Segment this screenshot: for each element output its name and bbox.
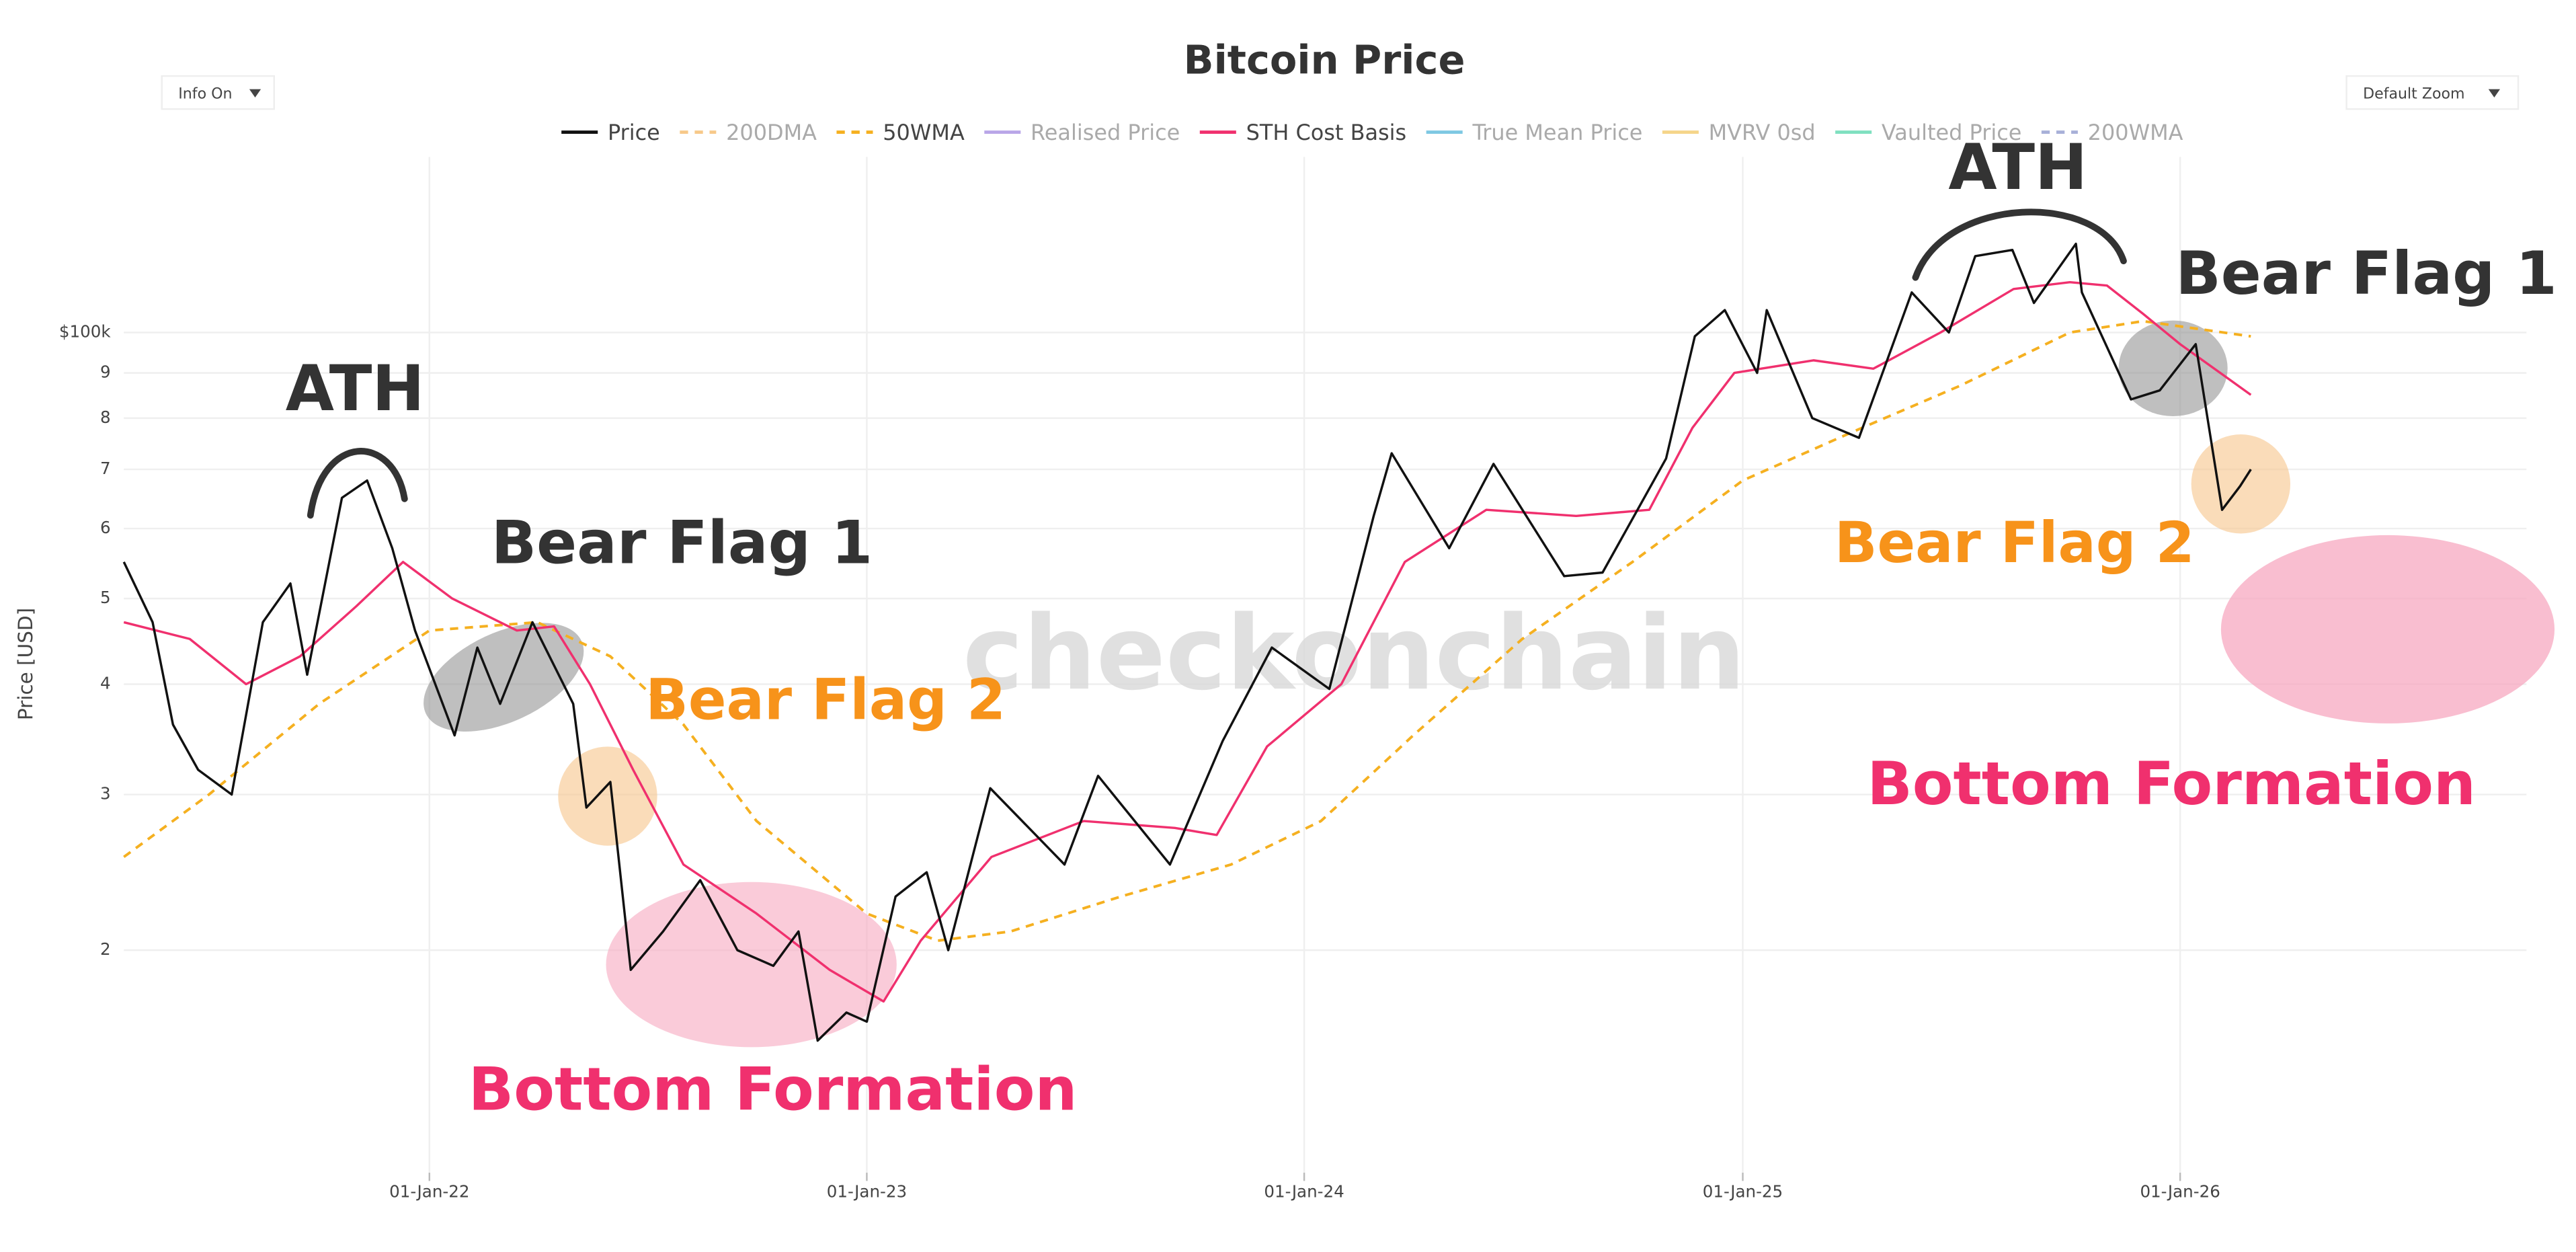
y-tick-label: 9	[100, 362, 111, 382]
legend-item[interactable]: 200WMA	[2041, 120, 2183, 145]
x-tick-label: 01-Jan-24	[1264, 1182, 1344, 1202]
highlight-shapes	[307, 208, 2555, 1048]
y-tick-label: 6	[100, 518, 111, 537]
annotation: ATH	[1948, 131, 2087, 204]
annotation: Bottom Formation	[469, 1055, 1078, 1124]
y-tick-label: $100k	[59, 321, 111, 341]
series-line	[123, 319, 2251, 942]
legend-label: 200WMA	[2088, 120, 2183, 145]
legend-label: 50WMA	[883, 120, 965, 145]
legend-item[interactable]: 50WMA	[836, 120, 965, 145]
legend-item[interactable]: STH Cost Basis	[1199, 120, 1407, 145]
legend-item[interactable]: Realised Price	[984, 120, 1180, 145]
dropdown-label[interactable]: Info On	[178, 85, 232, 103]
y-axis-label: Price [USD]	[14, 608, 37, 720]
highlight-ellipse	[2118, 320, 2228, 417]
y-tick-label: 3	[100, 784, 111, 804]
legend-label: Realised Price	[1031, 120, 1180, 145]
dropdown-label[interactable]: Default Zoom	[2363, 85, 2464, 103]
annotation: ATH	[286, 352, 425, 426]
y-tick-label: 2	[100, 939, 111, 959]
legend-item[interactable]: Vaulted Price	[1835, 120, 2021, 145]
legend-item[interactable]: MVRV 0sd	[1662, 120, 1816, 145]
highlight-ellipse	[2220, 535, 2555, 723]
legend-label: True Mean Price	[1472, 120, 1642, 145]
series-line	[123, 280, 2252, 1003]
y-tick-label: 5	[100, 588, 111, 607]
x-tick-label: 01-Jan-26	[2140, 1182, 2220, 1202]
legend: Price 200DMA 50WMA Realised Price STH Cost B…	[561, 120, 2183, 145]
x-tick-label: 01-Jan-25	[1703, 1182, 1783, 1202]
highlight-circle	[558, 746, 657, 846]
ath-arc	[1912, 208, 2127, 281]
annotation: Bottom Formation	[1867, 749, 2476, 818]
annotation: Bear Flag 2	[645, 666, 1006, 732]
y-tick-label: 4	[100, 673, 111, 693]
dropdown-arrow[interactable]	[2488, 89, 2501, 97]
y-tick-label: 8	[100, 407, 111, 427]
legend-label: MVRV 0sd	[1709, 120, 1816, 145]
x-tick-label: 01-Jan-22	[389, 1182, 469, 1202]
highlight-ellipse	[606, 882, 897, 1048]
x-tick-label: 01-Jan-23	[827, 1182, 907, 1202]
chart-title: Bitcoin Price	[1184, 36, 1465, 83]
series-line	[122, 242, 2252, 1042]
dropdown-arrow[interactable]	[249, 89, 261, 97]
ath-arc	[307, 448, 408, 519]
legend-item[interactable]: 200DMA	[680, 120, 817, 145]
legend-item[interactable]: True Mean Price	[1426, 120, 1643, 145]
annotation: Bear Flag 1	[2175, 239, 2557, 308]
legend-label: 200DMA	[726, 120, 817, 145]
y-tick-label: 7	[100, 459, 111, 478]
annotation: Bear Flag 1	[491, 508, 873, 577]
dropdown-box[interactable]	[2345, 75, 2520, 110]
info-dropdown[interactable]: Info On	[161, 75, 275, 110]
zoom-dropdown[interactable]: Default Zoom	[2345, 75, 2520, 110]
legend-label: Vaulted Price	[1882, 120, 2021, 145]
legend-item[interactable]: Price	[561, 120, 660, 145]
legend-label: STH Cost Basis	[1246, 120, 1407, 145]
annotation: Bear Flag 2	[1835, 510, 2195, 576]
watermark: checkonchain	[963, 594, 1746, 713]
legend-label: Price	[608, 120, 660, 145]
